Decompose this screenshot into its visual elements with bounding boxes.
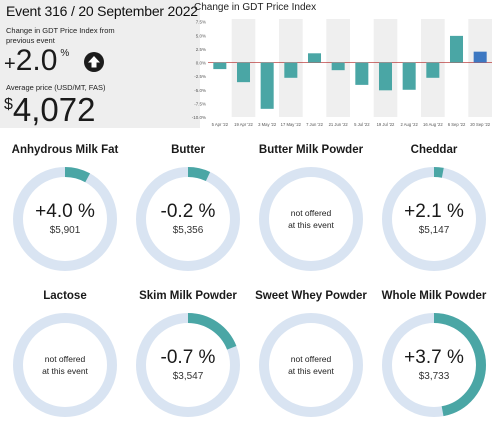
y-tick-label: 0.0% (196, 61, 206, 66)
product-name: Sweet Whey Powder (255, 290, 367, 302)
product-card: Whole Milk Powder +3.7 % $3,733 (374, 290, 494, 429)
x-tick-label: 16 Aug '22 (423, 122, 443, 127)
x-tick-label: 5 Apr '22 (212, 122, 229, 127)
product-card: Butter -0.2 % $5,356 (128, 144, 248, 284)
x-tick-label: 3 May '22 (258, 122, 277, 127)
product-price: $3,733 (418, 371, 450, 382)
change-value: 2.0 (15, 44, 58, 77)
event-title: Event 316 / 20 September 2022 (6, 3, 198, 19)
price-row: $ 4,072 (4, 91, 96, 128)
x-tick-label: 20 Sep '22 (470, 122, 491, 127)
product-price: $5,147 (418, 225, 450, 236)
x-tick-label: 21 Jun '22 (329, 122, 349, 127)
chart-bar (213, 62, 227, 70)
not-offered-line: not offered (290, 354, 332, 364)
donut-track (13, 313, 117, 417)
y-tick-label: 2.5% (196, 47, 206, 52)
price-change: +4.0 % (35, 201, 95, 222)
price-change: -0.7 % (160, 347, 216, 368)
product-card: Anhydrous Milk Fat +4.0 % $5,901 (5, 144, 125, 284)
not-offered-line: at this event (288, 366, 334, 376)
donut-fill (382, 167, 486, 271)
price-change: +3.7 % (404, 347, 464, 368)
chart-bar (473, 51, 487, 63)
donut-track (259, 167, 363, 271)
chart-bar (260, 62, 274, 109)
arrow-up-icon-glyph (88, 56, 100, 68)
average-price: 4,072 (12, 91, 96, 128)
price-label: Average price (USD/MT, FAS) (6, 83, 106, 92)
y-tick-label: 5.0% (196, 33, 206, 38)
change-sign: + (4, 53, 16, 75)
chart-bar (378, 62, 393, 91)
product-name: Lactose (43, 290, 87, 302)
donut-ring (136, 167, 240, 271)
summary-panel: Event 316 / 20 September 2022 Change in … (0, 0, 200, 128)
chart-bar (355, 62, 369, 85)
product-name: Cheddar (410, 144, 458, 156)
not-offered-label: not offered at this event (5, 353, 125, 377)
price-change: +2.1 % (404, 201, 464, 222)
price-currency: $ (4, 96, 13, 113)
price-change: -0.2 % (160, 201, 216, 222)
product-name: Butter Milk Powder (258, 144, 364, 156)
chart-bar (236, 62, 251, 83)
product-card: Lactose not offered at this event (5, 290, 125, 429)
product-name: Whole Milk Powder (381, 290, 487, 302)
x-tick-label: 7 Jun '22 (306, 122, 324, 127)
y-tick-label: -7.5% (194, 101, 206, 106)
not-offered-label: not offered at this event (251, 353, 371, 377)
x-tick-label: 2 Aug '22 (400, 122, 418, 127)
y-tick-label: 7.5% (196, 20, 206, 25)
product-price: $5,356 (172, 225, 204, 236)
price-index-chart: 7.5% 5.0% 2.5% 0.0% -2.5% -5.0% -7.5% -10.0% 5 A… (192, 19, 492, 127)
donut-ring (382, 313, 486, 417)
chart-bar (331, 62, 345, 71)
not-offered-label: not offered at this event (251, 207, 371, 231)
product-name: Anhydrous Milk Fat (11, 144, 119, 156)
x-tick-label: 19 Jul '22 (377, 122, 395, 127)
donut-track (259, 313, 363, 417)
not-offered-line: at this event (42, 366, 88, 376)
donut-fill (136, 167, 240, 271)
donut-ring (382, 167, 486, 271)
donut-fill (136, 313, 240, 417)
chart-title: Change in GDT Price Index (194, 2, 317, 13)
product-card: Butter Milk Powder not offered at this eve… (251, 144, 371, 284)
product-card: Skim Milk Powder -0.7 % $3,547 (128, 290, 248, 429)
chart-bar (307, 53, 322, 63)
y-tick-label: -2.5% (194, 74, 206, 79)
product-name: Butter (171, 144, 205, 156)
arrow-up-icon (84, 52, 104, 72)
donut-ring (13, 313, 117, 417)
x-tick-label: 6 Sep '22 (448, 122, 466, 127)
change-label: Change in GDT Price Index from previous … (6, 26, 115, 45)
donut-ring (259, 313, 363, 417)
not-offered-line: not offered (290, 208, 332, 218)
not-offered-line: not offered (44, 354, 86, 364)
product-name: Skim Milk Powder (139, 290, 237, 302)
chart-bar (284, 62, 298, 78)
donut-fill (13, 167, 117, 271)
chart-stripe (468, 19, 492, 117)
donut-ring (136, 313, 240, 417)
chart-bar (402, 62, 416, 90)
product-price: $5,901 (49, 225, 81, 236)
product-card: Sweet Whey Powder not offered at this even… (251, 290, 371, 429)
not-offered-line: at this event (288, 220, 334, 230)
change-unit: % (60, 48, 70, 59)
y-tick-label: -10.0% (192, 115, 206, 120)
chart-bar (449, 35, 464, 63)
product-price: $3,547 (172, 371, 204, 382)
x-tick-label: 17 May '22 (281, 122, 302, 127)
x-tick-label: 19 Apr '22 (234, 122, 253, 127)
x-tick-label: 5 Jul '22 (354, 122, 370, 127)
donut-ring (259, 167, 363, 271)
donut-ring (13, 167, 117, 271)
y-tick-label: -5.0% (194, 88, 206, 93)
chart-bar (426, 62, 440, 78)
donut-fill (382, 313, 486, 417)
product-card: Cheddar +2.1 % $5,147 (374, 144, 494, 284)
change-row: + 2.0 % (4, 46, 69, 78)
